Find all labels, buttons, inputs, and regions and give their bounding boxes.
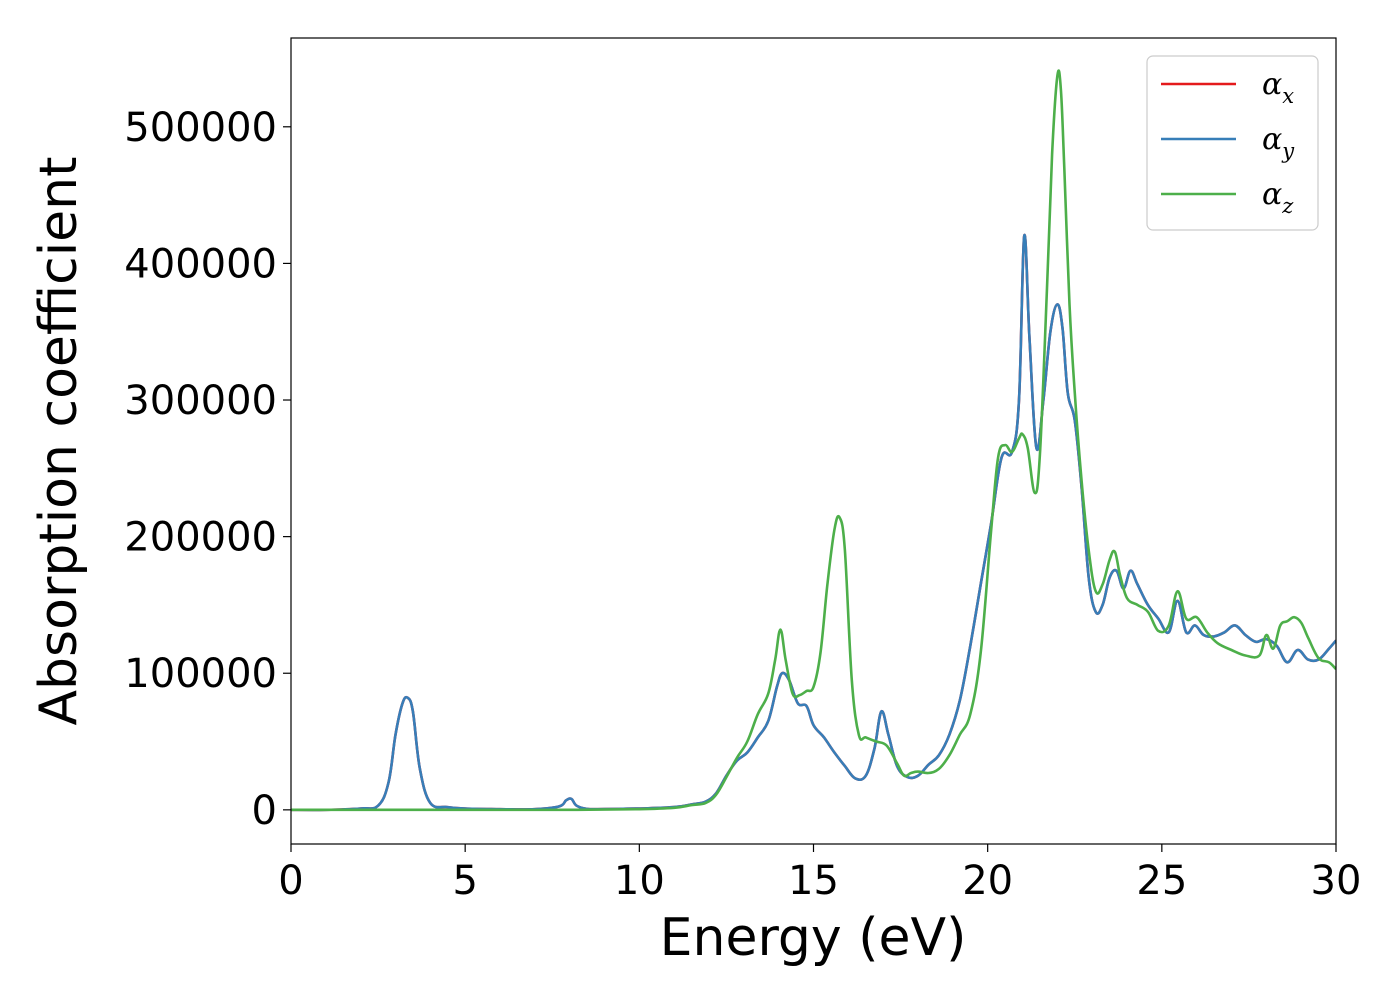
y-axis-ticks: 0 100000 200000 300000 400000 500000 bbox=[124, 105, 291, 834]
x-axis-ticks: 0 5 10 15 20 25 30 bbox=[278, 844, 1361, 904]
legend-label-y: αy bbox=[1262, 122, 1295, 163]
y-tick-label: 500000 bbox=[124, 105, 277, 151]
y-tick-label: 100000 bbox=[124, 651, 277, 697]
legend-label-x: αx bbox=[1262, 67, 1294, 108]
series-lines bbox=[291, 69, 1336, 812]
series-line-y bbox=[291, 233, 1336, 812]
y-tick-label: 300000 bbox=[124, 378, 277, 424]
legend-box bbox=[1146, 55, 1319, 231]
x-axis-label: Energy (eV) bbox=[660, 908, 967, 968]
x-tick-label: 0 bbox=[278, 858, 303, 904]
x-tick-label: 10 bbox=[614, 858, 665, 904]
y-tick-label: 200000 bbox=[124, 515, 277, 561]
x-tick-label: 15 bbox=[788, 858, 839, 904]
x-tick-label: 5 bbox=[452, 858, 477, 904]
y-tick-label: 0 bbox=[252, 788, 277, 834]
legend-label-z: αz bbox=[1262, 177, 1294, 218]
y-tick-label: 400000 bbox=[124, 241, 277, 287]
legend: αx αy αz bbox=[1146, 55, 1319, 231]
series-line-z bbox=[291, 69, 1336, 812]
x-tick-label: 30 bbox=[1311, 858, 1362, 904]
x-tick-label: 20 bbox=[962, 858, 1013, 904]
y-axis-label: Absorption coefficient bbox=[29, 156, 89, 725]
x-tick-label: 25 bbox=[1136, 858, 1187, 904]
